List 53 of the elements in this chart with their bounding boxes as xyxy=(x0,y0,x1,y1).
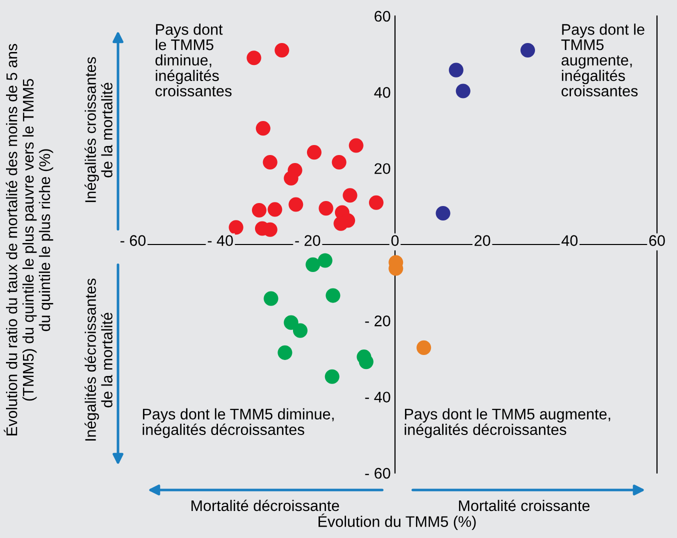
x-tick-label: 60 xyxy=(649,235,665,246)
y-axis-title: Évolution du ratio du taux de mortalité des moins de 5 ans (TMM5) du quintile le plus pauvre vers le TMM5 du quintile le plus riche (%) xyxy=(4,44,54,436)
y-tick-label: - 60 xyxy=(365,468,390,479)
point xyxy=(268,202,282,217)
point xyxy=(416,340,432,355)
point xyxy=(332,154,346,170)
text: Mortalité décroissante xyxy=(192,500,340,512)
y-tick-label: - 40 xyxy=(365,392,390,403)
point xyxy=(252,202,266,218)
point xyxy=(292,323,308,338)
point xyxy=(318,253,332,268)
x-tick-label: 40 xyxy=(562,235,578,246)
point xyxy=(264,291,278,306)
point xyxy=(278,345,292,360)
y-tick-label: 40 xyxy=(374,87,390,98)
point xyxy=(262,154,278,170)
point xyxy=(256,121,270,136)
point xyxy=(348,138,364,153)
point xyxy=(306,257,320,272)
x-tick-label: 20 xyxy=(474,235,490,246)
text: Inégalités décroissantes de la mortalité xyxy=(84,278,112,441)
x-tick-label: - 20 xyxy=(295,235,320,246)
point xyxy=(358,354,374,370)
point xyxy=(284,170,298,186)
point xyxy=(448,62,464,78)
point xyxy=(520,42,536,58)
point xyxy=(436,206,450,221)
point xyxy=(288,197,304,212)
y-tick-label: 60 xyxy=(374,10,390,22)
annotation: Pays dont le TMM5 augmente, inégalités décroissantes xyxy=(404,408,610,438)
point xyxy=(324,369,340,384)
point xyxy=(334,216,348,231)
annotation: Pays dont le TMM5 diminue, inégalités croissantes xyxy=(155,24,232,96)
y-tick-label: 20 xyxy=(374,163,390,174)
text: Mortalité croissante xyxy=(459,500,590,512)
point xyxy=(326,288,340,303)
point xyxy=(318,201,334,216)
y-tick-label: - 20 xyxy=(365,316,390,326)
annotation: Pays dont le TMM5 augmente, inégalités croissantes xyxy=(561,24,644,96)
point xyxy=(284,315,298,330)
x-tick-label: 0 xyxy=(391,235,399,246)
point xyxy=(228,220,244,235)
x-axis-title: Évolution du TMM5 (%) xyxy=(318,514,476,530)
x-tick-label: - 60 xyxy=(120,235,146,246)
point xyxy=(246,50,262,66)
point xyxy=(456,84,470,98)
point xyxy=(306,145,322,160)
point xyxy=(342,188,358,203)
point xyxy=(274,42,290,58)
text: Inégalités croissantes de la mortalité xyxy=(84,57,112,202)
annotation: Pays dont le TMM5 diminue, inégalités décroissantes xyxy=(142,408,334,438)
x-tick-label: - 40 xyxy=(208,235,233,246)
point xyxy=(368,195,384,210)
